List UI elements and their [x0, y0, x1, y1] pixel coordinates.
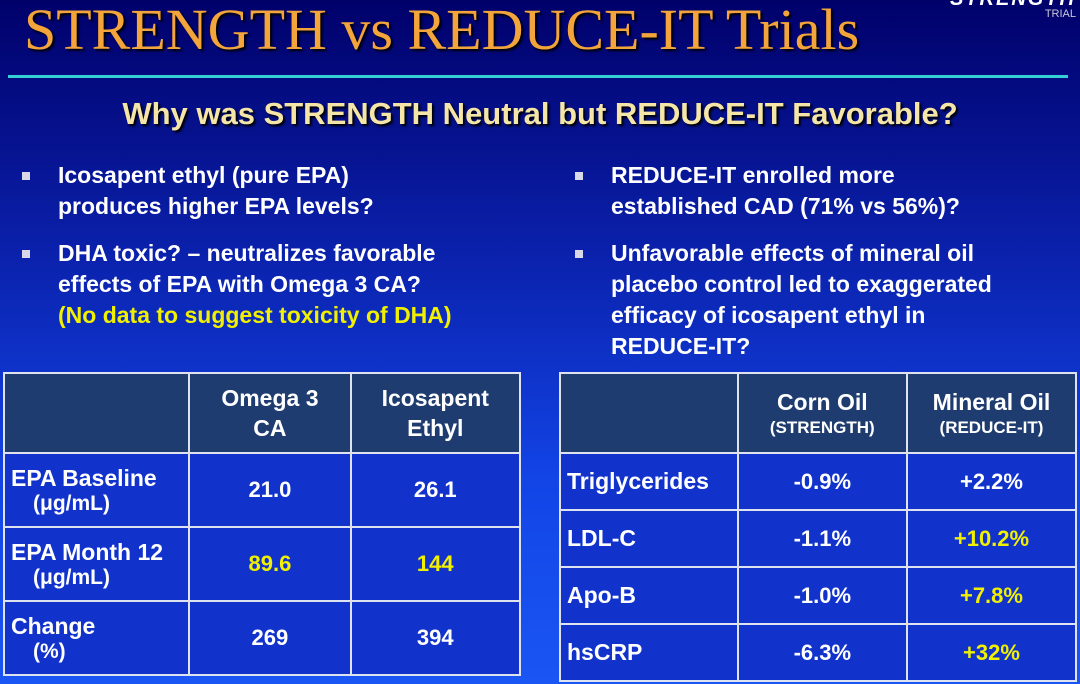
bullet-item: Icosapent ethyl (pure EPA) produces high…	[22, 160, 542, 222]
header-subline: (STRENGTH)	[769, 418, 875, 437]
row-label: Triglycerides	[559, 452, 739, 511]
bullet-line: efficacy of icosapent ethyl in	[611, 302, 926, 328]
table-corner-cell	[2, 372, 191, 454]
row-label: EPA Baseline (μg/mL)	[2, 452, 191, 528]
column-header-mineral-oil: Mineral Oil (REDUCE-IT)	[905, 372, 1078, 454]
slide-title: STRENGTH vs REDUCE-IT Trials	[24, 0, 860, 62]
row-label: EPA Month 12 (μg/mL)	[2, 526, 191, 602]
bullet-line: effects of EPA with Omega 3 CA?	[58, 271, 421, 297]
right-bullet-list: REDUCE-IT enrolled more established CAD …	[575, 160, 1075, 378]
bullet-line: REDUCE-IT enrolled more	[611, 162, 895, 188]
column-header-icosapent: Icosapent Ethyl	[349, 372, 522, 454]
title-divider	[8, 75, 1068, 78]
table-cell: -6.3%	[736, 623, 908, 682]
bullet-line: produces higher EPA levels?	[58, 193, 374, 219]
header-line: Omega 3	[221, 385, 319, 411]
table-row: EPA Month 12 (μg/mL) 89.6 144	[2, 526, 522, 602]
table-cell: 269	[188, 600, 352, 676]
column-header-corn-oil: Corn Oil (STRENGTH)	[736, 372, 908, 454]
square-bullet-icon	[22, 250, 30, 258]
table-header-row: Corn Oil (STRENGTH) Mineral Oil (REDUCE-…	[559, 372, 1078, 454]
slide-subtitle: Why was STRENGTH Neutral but REDUCE-IT F…	[122, 96, 958, 131]
bullet-line: Unfavorable effects of mineral oil	[611, 240, 974, 266]
logo-sub: TRIAL	[1044, 8, 1076, 20]
row-unit: (%)	[33, 639, 66, 663]
header-line: Corn Oil	[776, 389, 868, 415]
row-label-text: EPA Baseline	[11, 464, 157, 491]
table-row: hsCRP -6.3% +32%	[559, 623, 1078, 682]
table-cell: 26.1	[349, 452, 522, 528]
logo-word: STRENGTH	[950, 0, 1076, 11]
table-cell: +2.2%	[905, 452, 1078, 511]
table-row: EPA Baseline (μg/mL) 21.0 26.1	[2, 452, 522, 528]
header-line: Icosapent	[381, 385, 489, 411]
table-cell: +10.2%	[905, 509, 1078, 568]
row-unit: (μg/mL)	[33, 491, 110, 515]
table-cell: 144	[349, 526, 522, 602]
table-cell: -0.9%	[736, 452, 908, 511]
table-cell: -1.1%	[736, 509, 908, 568]
row-label: hsCRP	[559, 623, 739, 682]
row-label-text: Change	[11, 612, 96, 639]
strength-trial-logo: STRENGTH TRIAL	[880, 0, 1080, 26]
header-line: Ethyl	[407, 415, 464, 441]
row-label-text: EPA Month 12	[11, 538, 164, 565]
square-bullet-icon	[575, 250, 583, 258]
row-unit: (μg/mL)	[33, 565, 110, 589]
bullet-item: Unfavorable effects of mineral oil place…	[575, 238, 1075, 362]
square-bullet-icon	[22, 172, 30, 180]
row-label: Change (%)	[2, 600, 191, 676]
table-row: Change (%) 269 394	[2, 600, 522, 676]
bullet-highlight: (No data to suggest toxicity of DHA)	[58, 302, 452, 328]
table-corner-cell	[559, 372, 739, 454]
header-line: CA	[253, 415, 287, 441]
epa-levels-table: Omega 3 CA Icosapent Ethyl EPA Baseline …	[2, 372, 522, 676]
row-label: Apo-B	[559, 566, 739, 625]
bullet-item: DHA toxic? – neutralizes favorable effec…	[22, 238, 542, 331]
table-cell: +7.8%	[905, 566, 1078, 625]
table-row: LDL-C -1.1% +10.2%	[559, 509, 1078, 568]
table-row: Apo-B -1.0% +7.8%	[559, 566, 1078, 625]
table-row: Triglycerides -0.9% +2.2%	[559, 452, 1078, 511]
table-cell: 89.6	[188, 526, 352, 602]
header-subline: (REDUCE-IT)	[939, 418, 1044, 437]
column-header-omega3: Omega 3 CA	[188, 372, 352, 454]
bullet-item: REDUCE-IT enrolled more established CAD …	[575, 160, 1075, 222]
row-label: LDL-C	[559, 509, 739, 568]
square-bullet-icon	[575, 172, 583, 180]
placebo-effects-table: Corn Oil (STRENGTH) Mineral Oil (REDUCE-…	[559, 372, 1078, 682]
left-bullet-list: Icosapent ethyl (pure EPA) produces high…	[22, 160, 542, 347]
table-cell: 21.0	[188, 452, 352, 528]
bullet-line: established CAD (71% vs 56%)?	[611, 193, 960, 219]
bullet-line: DHA toxic? – neutralizes favorable	[58, 240, 436, 266]
header-line: Mineral Oil	[932, 389, 1051, 415]
bullet-line: Icosapent ethyl (pure EPA)	[58, 162, 349, 188]
table-cell: 394	[349, 600, 522, 676]
table-cell: -1.0%	[736, 566, 908, 625]
table-cell: +32%	[905, 623, 1078, 682]
table-header-row: Omega 3 CA Icosapent Ethyl	[2, 372, 522, 454]
bullet-line: placebo control led to exaggerated	[611, 271, 992, 297]
bullet-line: REDUCE-IT?	[611, 333, 751, 359]
